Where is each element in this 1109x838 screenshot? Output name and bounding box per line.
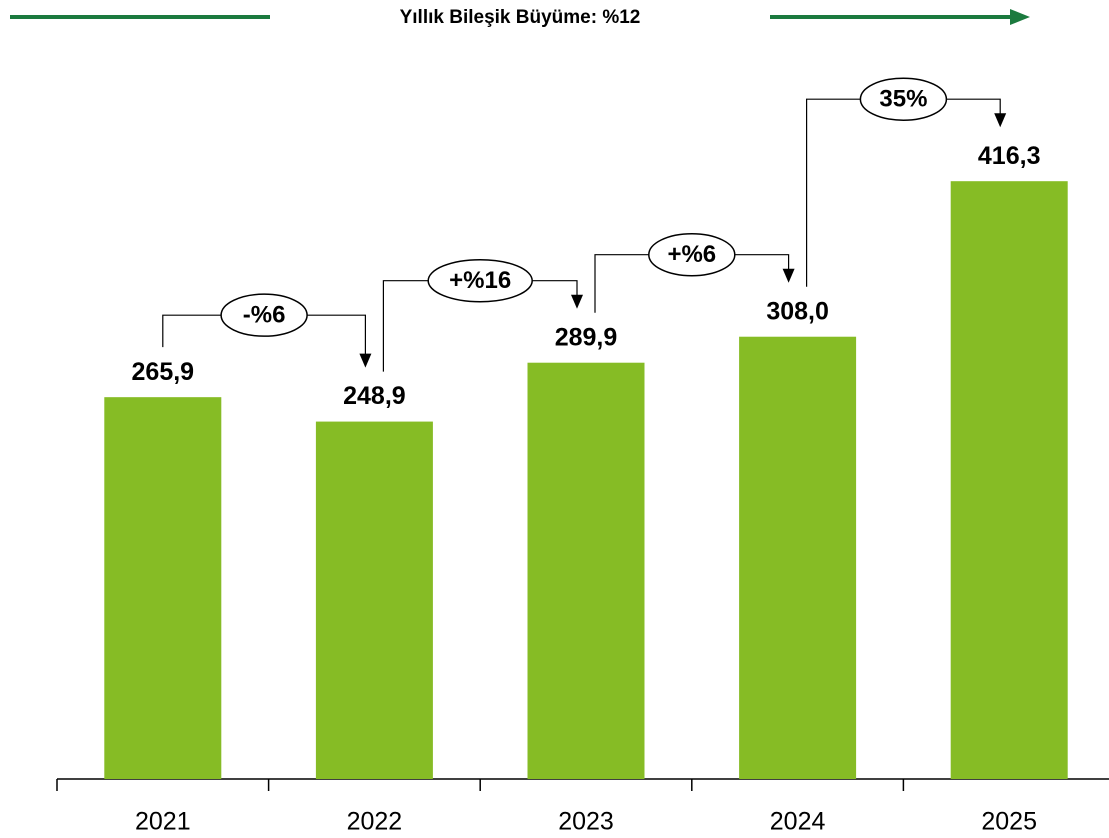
x-tick-label: 2023 [558, 808, 614, 836]
growth-arrowhead [994, 113, 1007, 128]
value-label: 265,9 [132, 358, 195, 386]
bar [739, 336, 857, 779]
bar [315, 421, 433, 779]
growth-label: +%16 [449, 267, 511, 294]
growth-arrowhead [782, 268, 795, 283]
bar [104, 397, 222, 779]
bar [950, 181, 1068, 779]
growth-bubble [648, 232, 736, 277]
title-arrowhead [1010, 9, 1030, 25]
growth-label: -%6 [243, 302, 286, 329]
growth-bubble [859, 77, 948, 121]
x-tick-label: 2025 [981, 808, 1037, 836]
chart-title: Yıllık Bileşik Büyüme: %12 [400, 7, 641, 28]
growth-bubble [220, 293, 308, 337]
growth-bubble [427, 258, 533, 303]
value-label: 308,0 [766, 297, 829, 325]
value-label: 289,9 [555, 323, 618, 351]
growth-arrowhead [571, 294, 583, 309]
growth-label: +%6 [667, 241, 716, 268]
x-tick-label: 2022 [347, 808, 403, 836]
growth-arrowhead [359, 353, 372, 368]
x-tick-label: 2024 [770, 808, 826, 836]
value-label: 248,9 [343, 382, 406, 410]
x-tick-label: 2021 [135, 808, 191, 836]
bar [527, 362, 645, 779]
growth-label: 35% [879, 86, 927, 113]
value-label: 416,3 [978, 142, 1041, 170]
